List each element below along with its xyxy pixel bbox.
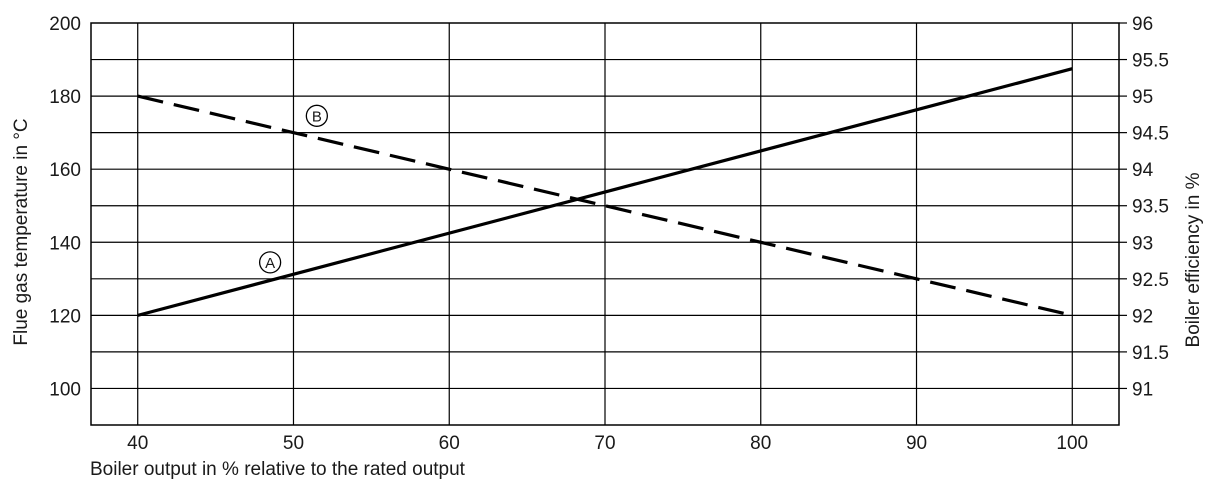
left-y-axis-title: Flue gas temperature in °C <box>11 118 32 345</box>
right-y-tick-label: 91 <box>1132 379 1153 400</box>
right-y-tick-label: 95 <box>1132 87 1153 108</box>
x-tick-label: 100 <box>1056 433 1088 454</box>
left-y-tick-label: 180 <box>49 87 81 108</box>
right-y-tick-label: 92 <box>1132 306 1153 327</box>
left-y-tick-label: 120 <box>49 306 81 327</box>
right-y-axis-ticks: 91 91.5 92 92.5 93 93.5 94 94.5 95 95.5 96 <box>1119 14 1169 400</box>
grid <box>91 23 1119 425</box>
annotations: AB <box>258 104 328 274</box>
x-axis-title: Boiler output in % relative to the rated… <box>90 459 466 480</box>
x-tick-label: 50 <box>283 433 304 454</box>
right-y-tick-label: 92.5 <box>1132 270 1169 291</box>
left-y-axis-ticks: 100 120 140 160 180 200 <box>49 14 81 400</box>
left-y-tick-label: 140 <box>49 233 81 254</box>
x-tick-label: 80 <box>750 433 771 454</box>
x-axis-ticks: 40 50 60 70 80 90 100 <box>127 433 1088 454</box>
annotation-label: A <box>265 255 275 272</box>
x-tick-label: 40 <box>127 433 148 454</box>
annotation-marker-a: A <box>258 251 282 274</box>
x-tick-label: 60 <box>439 433 460 454</box>
series-line-b <box>137 94 1073 317</box>
right-y-tick-label: 96 <box>1132 14 1153 35</box>
x-tick-label: 90 <box>906 433 927 454</box>
right-y-tick-label: 95.5 <box>1132 51 1169 72</box>
annotation-label: B <box>312 108 322 125</box>
right-y-tick-label: 94 <box>1132 160 1154 181</box>
left-y-tick-label: 160 <box>49 160 81 181</box>
right-y-tick-label: 94.5 <box>1132 124 1169 145</box>
series-layer <box>137 67 1073 317</box>
series-line-a <box>137 67 1073 317</box>
right-y-tick-label: 93 <box>1132 233 1153 254</box>
right-y-tick-label: 91.5 <box>1132 343 1169 364</box>
annotation-circle <box>305 104 328 127</box>
x-tick-label: 70 <box>594 433 615 454</box>
right-y-axis-title: Boiler efficiency in % <box>1183 172 1204 347</box>
left-y-tick-label: 200 <box>49 14 81 35</box>
right-y-tick-label: 93.5 <box>1132 197 1169 218</box>
annotation-marker-b: B <box>305 104 328 127</box>
annotation-circle <box>258 251 282 274</box>
plot-frame <box>90 22 1120 426</box>
left-y-tick-label: 100 <box>49 379 81 400</box>
